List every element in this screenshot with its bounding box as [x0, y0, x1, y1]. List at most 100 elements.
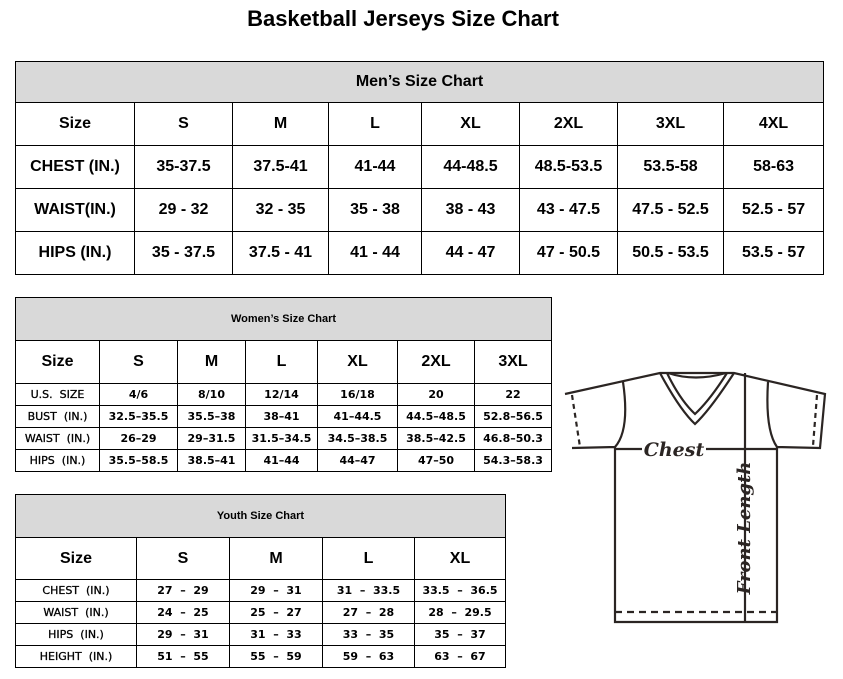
- table-cell: 54.3–58.3: [473, 449, 553, 472]
- header-cell: S: [136, 537, 230, 580]
- table-cell: 33 – 35: [322, 623, 415, 646]
- table-cell: 27 – 28: [322, 601, 415, 624]
- table-cell: 37.5-41: [232, 145, 329, 189]
- table-cell: 55 – 59: [229, 645, 323, 668]
- table-cell: 35.5–38: [177, 405, 246, 428]
- table-cell: 59 – 63: [322, 645, 415, 668]
- table-cell: 47 - 50.5: [519, 231, 618, 275]
- table-row: HIPS (IN.) 29 – 31 31 – 33 33 – 35 35 – 37: [15, 623, 506, 646]
- header-cell: 3XL: [617, 102, 724, 146]
- table-row: WAIST (IN.) 24 – 25 25 – 27 27 – 28 28 – 29.…: [15, 601, 506, 624]
- row-label: HIPS (IN.): [15, 623, 137, 646]
- table-cell: 31 – 33.5: [322, 579, 415, 602]
- table-cell: 52.8–56.5: [473, 405, 553, 428]
- table-row: HEIGHT (IN.) 51 – 55 55 – 59 59 – 63 63 – 67: [15, 645, 506, 668]
- table-cell: 48.5-53.5: [519, 145, 618, 189]
- table-cell: 46.8–50.3: [473, 427, 553, 450]
- header-row: Size S M L XL 2XL 3XL: [15, 340, 553, 384]
- table-cell: 44-48.5: [421, 145, 520, 189]
- header-row: Size S M L XL: [15, 537, 506, 580]
- front-length-label: Front Length: [734, 462, 755, 596]
- table-row: U.S. SIZE 4/6 8/10 12/14 16/18 20 22: [15, 383, 553, 406]
- row-label: HIPS (IN.): [15, 231, 135, 275]
- header-row: Size S M L XL 2XL 3XL 4XL: [15, 102, 825, 146]
- table-cell: 53.5 - 57: [722, 231, 825, 275]
- table-caption: Women’s Size Chart: [14, 297, 553, 341]
- table-cell: 43 - 47.5: [519, 188, 618, 232]
- table-cell: 38.5–41: [177, 449, 246, 472]
- row-label: WAIST(IN.): [15, 188, 135, 232]
- table-cell: 4/6: [99, 383, 178, 406]
- table-cell: 26–29: [99, 427, 178, 450]
- table-cell: 32 - 35: [232, 188, 329, 232]
- table-cell: 24 – 25: [136, 601, 230, 624]
- table-cell: 38.5–42.5: [397, 427, 475, 450]
- header-cell: L: [245, 340, 318, 384]
- table-cell: 38 - 43: [421, 188, 520, 232]
- table-cell: 41-44: [328, 145, 422, 189]
- table-caption: Youth Size Chart: [15, 494, 506, 538]
- header-cell: M: [232, 102, 329, 146]
- table-row: CHEST (IN.) 27 – 29 29 – 31 31 – 33.5 33.5 –…: [15, 579, 506, 602]
- table-cell: 44.5–48.5: [397, 405, 475, 428]
- table-cell: 27 – 29: [136, 579, 230, 602]
- header-cell: 2XL: [519, 102, 618, 146]
- table-cell: 47–50: [397, 449, 475, 472]
- row-label: CHEST (IN.): [15, 145, 135, 189]
- table-cell: 35 - 38: [328, 188, 422, 232]
- table-cell: 38–41: [245, 405, 318, 428]
- header-cell: Size: [15, 340, 100, 384]
- row-label: HEIGHT (IN.): [15, 645, 137, 668]
- table-cell: 44–47: [317, 449, 398, 472]
- table-cell: 35 – 37: [414, 623, 506, 646]
- header-cell: L: [328, 102, 422, 146]
- table-cell: 12/14: [245, 383, 318, 406]
- row-label: WAIST (IN.): [15, 601, 137, 624]
- header-cell: Size: [15, 102, 135, 146]
- table-cell: 63 – 67: [414, 645, 506, 668]
- table-cell: 35.5–58.5: [99, 449, 178, 472]
- table-cell: 34.5–38.5: [317, 427, 398, 450]
- header-cell: XL: [421, 102, 520, 146]
- table-cell: 44 - 47: [421, 231, 520, 275]
- header-cell: 3XL: [473, 340, 553, 384]
- header-cell: XL: [317, 340, 398, 384]
- header-cell: M: [177, 340, 246, 384]
- table-row: HIPS (IN.) 35 - 37.5 37.5 - 41 41 - 44 44 - …: [15, 231, 825, 275]
- table-cell: 35-37.5: [134, 145, 233, 189]
- table-row: CHEST (IN.) 35-37.5 37.5-41 41-44 44-48.5 48.…: [15, 145, 825, 189]
- table-row: WAIST (IN.) 26–29 29–31.5 31.5–34.5 34.5–38.…: [15, 427, 553, 450]
- mens-size-table: Men’s Size Chart Size S M L XL 2XL 3XL 4XL CHEST …: [14, 61, 825, 275]
- table-cell: 52.5 - 57: [722, 188, 825, 232]
- table-cell: 58-63: [722, 145, 825, 189]
- table-cell: 25 – 27: [229, 601, 323, 624]
- table-cell: 32.5–35.5: [99, 405, 178, 428]
- table-cell: 35 - 37.5: [134, 231, 233, 275]
- header-cell: S: [134, 102, 233, 146]
- table-cell: 41–44.5: [317, 405, 398, 428]
- table-cell: 51 – 55: [136, 645, 230, 668]
- table-cell: 29–31.5: [177, 427, 246, 450]
- table-cell: 53.5-58: [617, 145, 724, 189]
- table-cell: 29 - 32: [134, 188, 233, 232]
- shirt-outline-icon: [564, 371, 827, 624]
- table-cell: 41 - 44: [328, 231, 422, 275]
- table-cell: 33.5 – 36.5: [414, 579, 506, 602]
- table-cell: 29 – 31: [229, 579, 323, 602]
- table-row: WAIST(IN.) 29 - 32 32 - 35 35 - 38 38 - 43 43…: [15, 188, 825, 232]
- table-cell: 41–44: [245, 449, 318, 472]
- table-cell: 31 – 33: [229, 623, 323, 646]
- table-cell: 20: [397, 383, 475, 406]
- row-label: BUST (IN.): [15, 405, 100, 428]
- table-cell: 8/10: [177, 383, 246, 406]
- youth-size-table: Youth Size Chart Size S M L XL CHEST (IN.) 27 –…: [15, 494, 506, 668]
- table-row: HIPS (IN.) 35.5–58.5 38.5–41 41–44 44–47 47–5…: [15, 449, 553, 472]
- table-row: BUST (IN.) 32.5–35.5 35.5–38 38–41 41–44.5 44…: [15, 405, 553, 428]
- chest-label: Chest: [644, 439, 705, 461]
- table-cell: 28 – 29.5: [414, 601, 506, 624]
- row-label: WAIST (IN.): [15, 427, 100, 450]
- table-cell: 50.5 - 53.5: [617, 231, 724, 275]
- jersey-diagram: Chest Front Length: [564, 371, 827, 624]
- header-cell: XL: [414, 537, 506, 580]
- table-cell: 22: [473, 383, 553, 406]
